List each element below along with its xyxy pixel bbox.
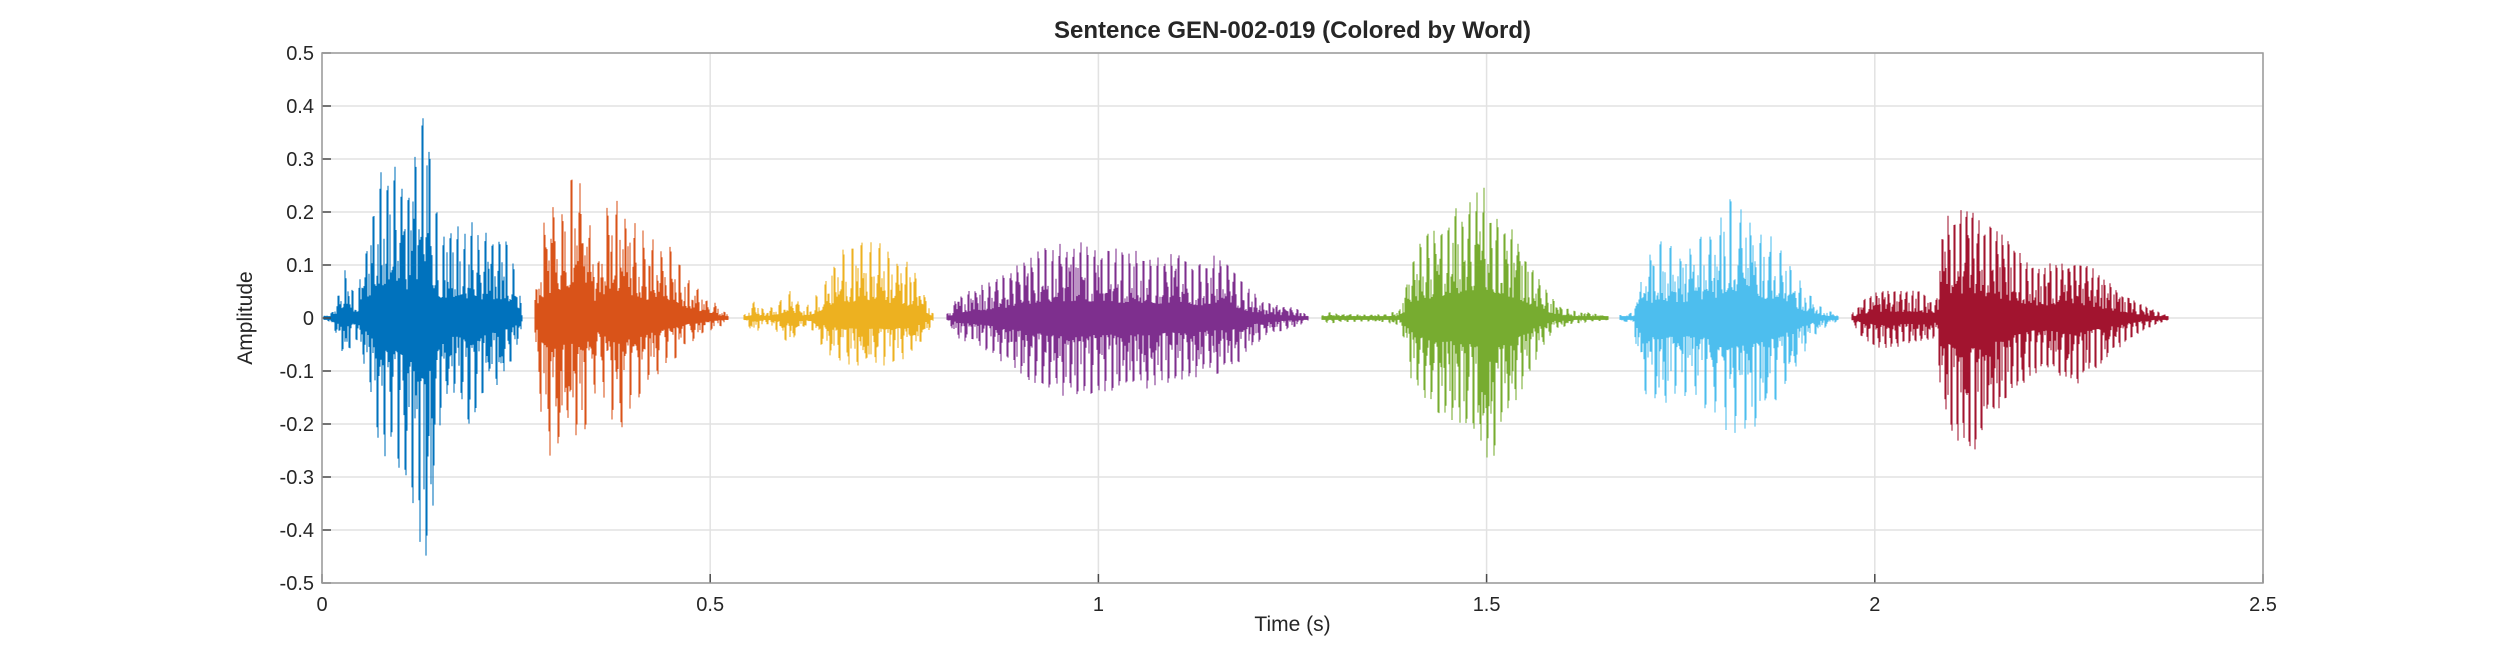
word-segment-2-waveform <box>534 179 729 456</box>
x-tick-label: 1 <box>1093 594 1104 616</box>
y-tick-label: 0 <box>303 308 314 330</box>
word-segment-7-waveform <box>1851 210 2169 450</box>
tick-labels: 0.50.40.30.20.10-0.1-0.2-0.3-0.4-0.50 0.5… <box>280 43 2277 616</box>
y-tick-label: 0.1 <box>286 255 314 277</box>
y-tick-label: -0.3 <box>280 467 314 489</box>
word-segment-1-waveform <box>323 118 523 556</box>
axes-box <box>321 52 2264 584</box>
x-tick-label: 1.5 <box>1473 594 1501 616</box>
y-tick-label: 0.5 <box>286 43 314 65</box>
x-tick-label: 0 <box>316 594 327 616</box>
y-axis-label: Amplitude <box>234 271 257 364</box>
y-tick-label: -0.1 <box>280 361 314 383</box>
word-segment-3-waveform <box>743 242 934 366</box>
y-tick-label: -0.2 <box>280 414 314 436</box>
x-tick-label: 2.5 <box>2249 594 2277 616</box>
y-tick-label: 0.4 <box>286 96 314 118</box>
chart-title: Sentence GEN-002-019 (Colored by Word) <box>1054 17 1531 44</box>
word-waveforms <box>323 118 2169 556</box>
word-segment-5-waveform <box>1321 187 1609 458</box>
word-segment-6-waveform <box>1619 199 1839 433</box>
x-axis-label: Time (s) <box>1254 613 1330 636</box>
word-segment-4-waveform <box>946 242 1309 396</box>
y-tick-label: -0.4 <box>280 520 314 542</box>
x-tick-label: 2 <box>1869 594 1880 616</box>
y-tick-label: 0.3 <box>286 149 314 171</box>
y-tick-label: 0.2 <box>286 202 314 224</box>
y-tick-label: -0.5 <box>280 573 314 595</box>
x-tick-label: 0.5 <box>696 594 724 616</box>
